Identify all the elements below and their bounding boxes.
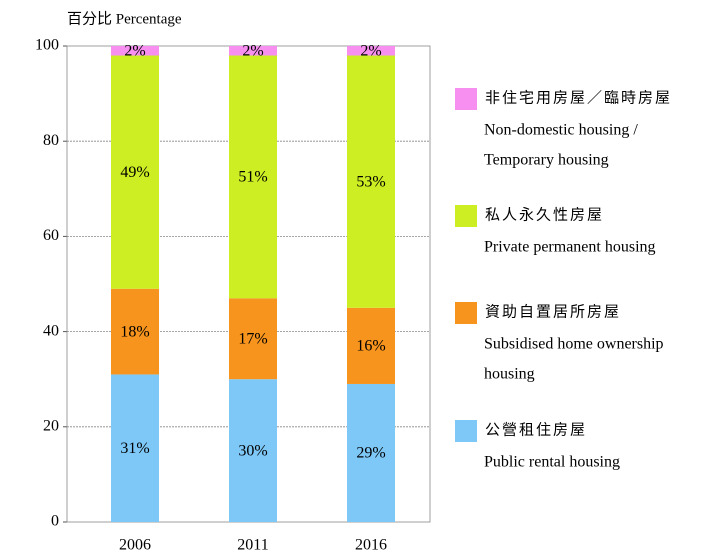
bar-segment <box>229 379 277 522</box>
value-label: 53% <box>356 173 385 190</box>
y-tick-label: 20 <box>43 417 59 434</box>
bar-segment <box>347 383 395 522</box>
bar-segment <box>229 298 277 380</box>
y-tick-label: 100 <box>35 37 59 54</box>
value-label: 49% <box>120 164 149 181</box>
bar-segment <box>347 307 395 384</box>
legend-label: 資助自置居所房屋 <box>485 303 621 320</box>
value-label: 2% <box>360 42 381 59</box>
legend-swatch <box>455 420 477 442</box>
bar-segment <box>229 55 277 299</box>
value-label: 18% <box>120 323 149 340</box>
legend-label-en: Non-domestic housing / <box>484 122 638 139</box>
y-tick-label: 40 <box>43 322 59 339</box>
y-axis-label: 百分比 Percentage <box>67 10 182 27</box>
legend-label-en: Public rental housing <box>484 454 620 471</box>
bar-segment <box>111 374 159 522</box>
legend-swatch <box>455 88 477 110</box>
bar-segment <box>347 55 395 308</box>
y-tick-label: 60 <box>43 227 59 244</box>
bar-segment <box>111 55 159 289</box>
x-tick-label: 2016 <box>355 537 387 554</box>
value-label: 30% <box>238 442 267 459</box>
value-label: 17% <box>238 330 267 347</box>
value-label: 2% <box>242 42 263 59</box>
value-label: 2% <box>124 42 145 59</box>
y-tick-label: 80 <box>43 132 59 149</box>
legend-swatch <box>455 302 477 324</box>
bar-segment <box>229 46 277 56</box>
bar-segment <box>111 288 159 375</box>
value-label: 51% <box>238 169 267 186</box>
bar-segment <box>347 46 395 56</box>
y-tick-label: 0 <box>51 513 59 530</box>
legend-label-en: Temporary housing <box>484 152 609 169</box>
legend-label-en: Subsidised home ownership <box>484 336 664 353</box>
x-tick-label: 2011 <box>237 537 268 554</box>
x-tick-label: 2006 <box>119 537 151 554</box>
value-label: 16% <box>356 338 385 355</box>
legend-label-en: housing <box>484 366 535 383</box>
legend-label: 非住宅用房屋／臨時房屋 <box>485 89 672 106</box>
legend-label: 公營租住房屋 <box>485 421 587 438</box>
legend-label: 私人永久性房屋 <box>485 206 604 223</box>
value-label: 31% <box>120 440 149 457</box>
legend-label-en: Private permanent housing <box>484 239 656 256</box>
bar-segment <box>111 46 159 56</box>
legend-swatch <box>455 205 477 227</box>
value-label: 29% <box>356 445 385 462</box>
